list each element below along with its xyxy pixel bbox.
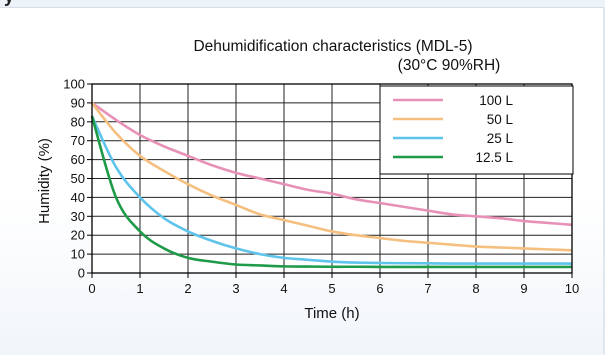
x-tick-label: 7 — [424, 281, 431, 296]
legend-label: 100 L — [479, 93, 513, 108]
y-tick-label: 60 — [71, 152, 85, 167]
x-tick-label: 5 — [328, 281, 335, 296]
y-tick-label: 100 — [63, 77, 85, 92]
y-tick-label: 0 — [78, 266, 85, 281]
x-tick-label: 2 — [184, 281, 191, 296]
legend-label: 50 L — [487, 112, 514, 127]
y-tick-label: 50 — [71, 171, 85, 186]
card-edge — [603, 7, 605, 354]
x-tick-label: 0 — [88, 281, 95, 296]
series-line-50-l — [90, 102, 573, 252]
y-tick-label: 80 — [71, 114, 85, 129]
x-tick-label: 6 — [376, 281, 383, 296]
x-tick-label: 8 — [472, 281, 479, 296]
x-tick-label: 10 — [565, 281, 579, 296]
top-strip: y — [0, 0, 605, 7]
chart-title: Dehumidification characteristics (MDL-5) — [193, 38, 472, 55]
y-tick-label: 30 — [71, 209, 85, 224]
y-tick-label: 90 — [71, 95, 85, 110]
x-tick-label: 9 — [520, 281, 527, 296]
legend-label: 25 L — [487, 131, 514, 146]
y-axis-label: Humidity (%) — [36, 138, 53, 224]
y-tick-label: 20 — [71, 228, 85, 243]
series-line-12-5-l — [90, 115, 572, 269]
series-line-100-l — [91, 101, 573, 227]
y-tick-label: 40 — [71, 190, 85, 205]
partial-heading: y — [4, 0, 14, 7]
chart-subtitle: (30°C 90%RH) — [398, 57, 501, 74]
y-tick-label: 10 — [71, 247, 85, 262]
x-tick-label: 3 — [232, 281, 239, 296]
x-tick-label: 1 — [136, 281, 143, 296]
series-line-25-l — [90, 115, 572, 265]
x-tick-label: 4 — [280, 281, 287, 296]
legend-label: 12.5 L — [475, 150, 513, 165]
y-tick-label: 70 — [71, 133, 85, 148]
x-axis-label: Time (h) — [304, 305, 359, 322]
